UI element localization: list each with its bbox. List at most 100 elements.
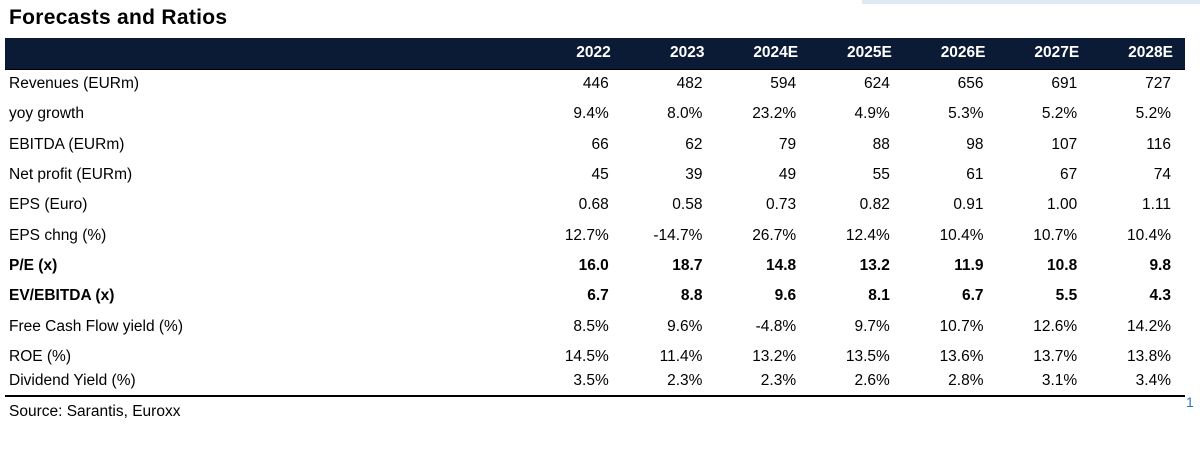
header-year-cell: 2024E [716,38,811,70]
row-label: EPS (Euro) [9,196,88,214]
row-value-cell: 3.5% [529,371,623,397]
row-value-cell: 13.6% [939,347,984,365]
row-value-cell: 2.3% [716,371,811,397]
table-row: Net profit (EURm) 45 39 49 55 61 67 74 [5,160,1185,190]
header-label-cell [5,38,530,70]
row-value-cell: 0.91 [953,196,984,214]
page-title: Forecasts and Ratios [9,6,228,29]
row-value-cell: 10.4% [939,226,984,244]
row-label: yoy growth [9,105,84,123]
row-value-cell: 594 [770,75,797,93]
row-value-cell: 1.00 [1047,196,1078,214]
row-value-cell: 0.82 [859,196,890,214]
row-label: P/E (x) [9,256,58,274]
row-value-cell: 2.8% [903,371,998,397]
source-note: Source: Sarantis, Euroxx [9,403,181,420]
row-value-cell: 482 [676,75,703,93]
row-value-cell: 10.8 [1047,256,1078,274]
row-label: Free Cash Flow yield (%) [9,317,183,335]
row-value-cell: 8.0% [667,105,703,123]
table-header-row: 2022 2023 2024E 2025E 2026E 2027E 2028E [5,38,1185,70]
row-value-cell: 74 [1153,166,1171,184]
row-value-cell: 49 [778,166,797,184]
row-value-cell: 8.5% [573,317,609,335]
row-value-cell: 39 [685,166,703,184]
row-value-cell: 3.4% [1091,371,1185,397]
header-year-cell: 2023 [622,38,717,70]
header-year-cell: 2025E [810,38,904,70]
row-value-cell: 624 [863,75,890,93]
table-row: ROE (%) 14.5% 11.4% 13.2% 13.5% 13.6% 13.7% 13.… [5,342,1185,372]
row-value-cell: 61 [966,166,984,184]
row-value-cell: 13.2 [859,256,890,274]
row-label: Dividend Yield (%) [5,371,530,397]
row-value-cell: 8.8 [680,287,703,305]
row-value-cell: 98 [966,135,984,153]
row-value-cell: 88 [872,135,890,153]
row-value-cell: 5.2% [1041,105,1078,123]
row-value-cell: 6.7 [587,287,609,305]
row-label: Revenues (EURm) [9,75,140,93]
table-row: Revenues (EURm) 446 482 594 624 656 691 727 [5,69,1185,99]
row-value-cell: 10.7% [1033,226,1078,244]
row-value-cell: 9.7% [854,317,890,335]
row-value-cell: 0.58 [672,196,703,214]
table-row: EPS chng (%) 12.7% -14.7% 26.7% 12.4% 10.4% 10… [5,220,1185,250]
row-value-cell: 3.1% [997,371,1092,397]
header-year-cell: 2027E [997,38,1092,70]
row-value-cell: -4.8% [755,317,797,335]
page-marker: 1 [1186,394,1194,410]
row-value-cell: 9.8 [1149,256,1171,274]
row-value-cell: 9.6 [774,287,797,305]
row-value-cell: 13.7% [1033,347,1078,365]
row-value-cell: 18.7 [672,256,703,274]
row-value-cell: 79 [778,135,797,153]
table-row: Free Cash Flow yield (%) 8.5% 9.6% -4.8% 9.7… [5,311,1185,341]
row-label: EV/EBITDA (x) [9,287,115,305]
row-value-cell: 45 [591,166,609,184]
top-accent-bar [862,0,1200,4]
row-label: ROE (%) [9,347,71,365]
row-value-cell: 2.6% [810,371,904,397]
table-row: P/E (x) 16.0 18.7 14.8 13.2 11.9 10.8 9.8 [5,251,1185,281]
row-value-cell: 4.3 [1149,287,1171,305]
row-value-cell: 446 [582,75,609,93]
table-row: EPS (Euro) 0.68 0.58 0.73 0.82 0.91 1.00 1.11 [5,190,1185,220]
row-value-cell: 5.5 [1055,287,1078,305]
row-label: EBITDA (EURm) [9,135,125,153]
row-value-cell: 11.9 [954,256,984,274]
forecasts-table: 2022 2023 2024E 2025E 2026E 2027E 2028E … [5,38,1185,397]
header-year-cell: 2026E [903,38,998,70]
row-value-cell: 12.6% [1033,317,1078,335]
row-value-cell: 8.1 [868,287,890,305]
row-value-cell: 66 [591,135,609,153]
row-value-cell: -14.7% [653,226,703,244]
table-row: EV/EBITDA (x) 6.7 8.8 9.6 8.1 6.7 5.5 4.3 [5,281,1185,311]
row-value-cell: 656 [957,75,984,93]
table-row: yoy growth 9.4% 8.0% 23.2% 4.9% 5.3% 5.2% 5.2% [5,99,1185,129]
row-value-cell: 67 [1059,166,1078,184]
row-value-cell: 26.7% [752,226,797,244]
row-value-cell: 14.2% [1127,317,1171,335]
header-year-cell: 2028E [1091,38,1185,70]
row-value-cell: 2.3% [622,371,717,397]
row-value-cell: 5.2% [1135,105,1171,123]
row-value-cell: 0.68 [578,196,609,214]
row-value-cell: 0.73 [765,196,797,214]
row-value-cell: 62 [685,135,703,153]
row-value-cell: 727 [1145,75,1171,93]
row-value-cell: 13.5% [845,347,890,365]
row-value-cell: 10.4% [1127,226,1171,244]
row-value-cell: 4.9% [854,105,890,123]
row-value-cell: 9.4% [573,105,609,123]
row-value-cell: 11.4% [659,347,703,365]
row-value-cell: 6.7 [961,287,984,305]
row-label: EPS chng (%) [9,226,107,244]
row-value-cell: 14.5% [564,347,609,365]
row-value-cell: 691 [1051,75,1078,93]
table-body: Revenues (EURm) 446 482 594 624 656 691 727 yoy … [5,69,1185,397]
row-value-cell: 107 [1051,135,1078,153]
table-row: EBITDA (EURm) 66 62 79 88 98 107 116 [5,130,1185,160]
header-year-cell: 2022 [529,38,623,70]
row-value-cell: 5.3% [948,105,984,123]
